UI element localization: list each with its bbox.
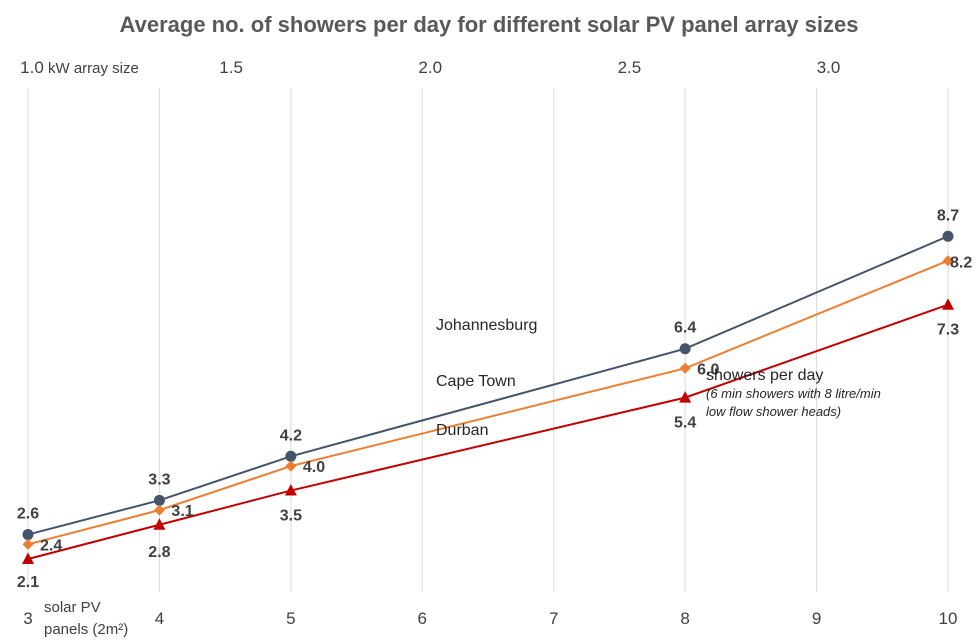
top-axis-tick-label: 2.0 <box>418 58 442 77</box>
data-label: 6.0 <box>697 361 719 378</box>
top-axis-tick-label: 1.0 <box>20 58 44 77</box>
data-point <box>679 362 691 374</box>
series-label-durban: Durban <box>436 422 488 439</box>
top-axis-tick-label: 2.5 <box>618 58 642 77</box>
series-label-johannesburg: Johannesburg <box>436 317 537 334</box>
data-point <box>22 538 34 550</box>
series-label-cape-town: Cape Town <box>436 373 516 390</box>
data-point <box>942 230 954 242</box>
data-label: 5.4 <box>674 415 696 432</box>
data-label: 8.7 <box>937 207 959 224</box>
data-label: 4.0 <box>303 459 325 476</box>
data-point <box>22 529 34 541</box>
data-label: 2.8 <box>148 544 170 561</box>
top-axis-tick-label: 3.0 <box>817 58 841 77</box>
data-label: 3.3 <box>148 471 170 488</box>
x-tick-label: 7 <box>549 609 558 628</box>
x-tick-label: 9 <box>812 609 821 628</box>
x-tick-label: 10 <box>939 609 958 628</box>
data-label: 3.1 <box>171 503 193 520</box>
annotation-line2: (6 min showers with 8 litre/min <box>706 386 881 401</box>
x-tick-label: 3 <box>23 609 32 628</box>
top-axis-label: kW array size <box>48 60 139 77</box>
x-axis-label-line2: panels (2m²) <box>44 621 128 638</box>
data-label: 3.5 <box>280 508 302 525</box>
data-point <box>153 518 166 530</box>
x-tick-label: 5 <box>286 609 295 628</box>
data-point <box>22 552 34 564</box>
data-point <box>153 504 165 516</box>
data-label: 7.3 <box>937 322 959 339</box>
annotation-line1: showers per day <box>706 367 823 384</box>
data-label: 6.4 <box>674 320 696 337</box>
x-tick-label: 4 <box>155 609 164 628</box>
annotation-line3: low flow shower heads) <box>706 404 841 419</box>
data-label: 2.1 <box>17 574 39 591</box>
data-point <box>942 298 954 310</box>
data-point <box>679 391 692 403</box>
x-tick-label: 8 <box>680 609 689 628</box>
data-label: 4.2 <box>280 427 302 444</box>
data-point <box>285 450 297 462</box>
data-point <box>285 460 297 472</box>
data-label: 8.2 <box>950 255 972 272</box>
x-tick-label: 6 <box>418 609 427 628</box>
data-point <box>679 343 691 355</box>
data-label: 2.4 <box>40 537 62 554</box>
data-point <box>153 494 165 506</box>
chart-title: Average no. of showers per day for diffe… <box>119 12 859 37</box>
data-label: 2.6 <box>17 506 39 523</box>
data-point <box>942 255 954 267</box>
x-axis-label-line1: solar PV <box>44 599 101 616</box>
data-point <box>284 484 297 496</box>
top-axis-tick-label: 1.5 <box>219 58 243 77</box>
